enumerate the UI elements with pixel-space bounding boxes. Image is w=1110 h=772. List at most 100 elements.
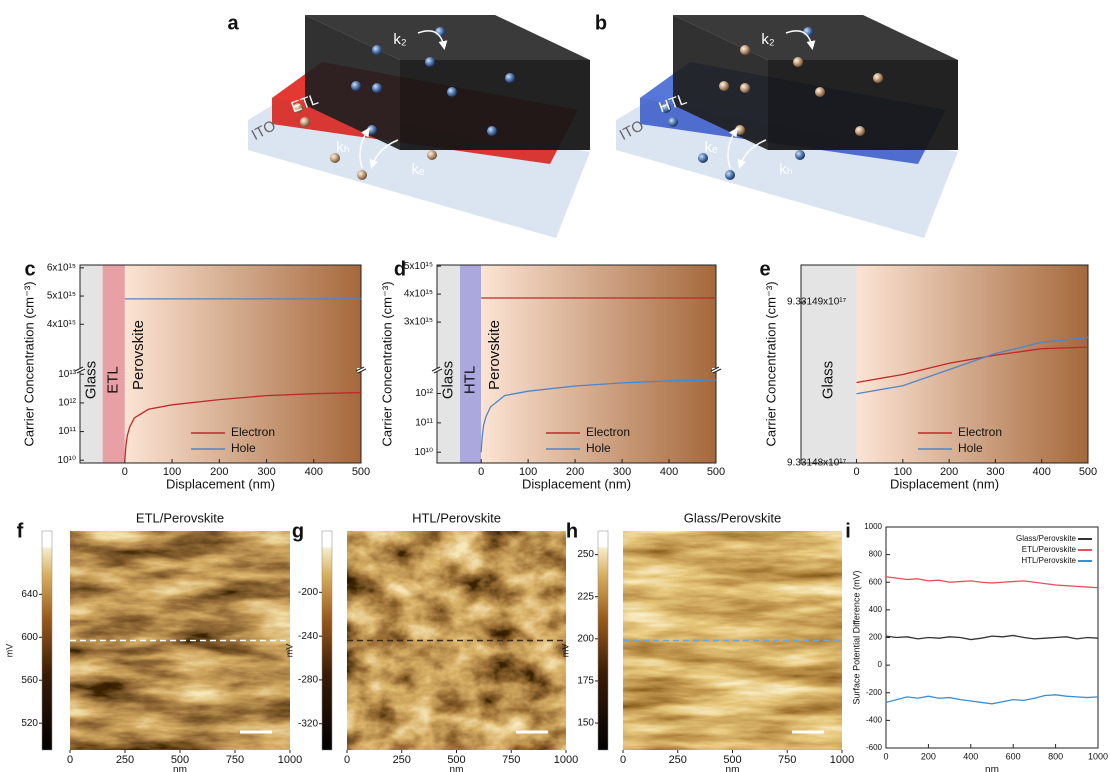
x-tick-label: 250 bbox=[669, 754, 687, 766]
panel-label: b bbox=[595, 12, 607, 34]
y-tick-label: 10¹¹ bbox=[58, 426, 76, 437]
x-tick-label: 0 bbox=[67, 754, 73, 766]
x-tick-label: 400 bbox=[305, 466, 323, 478]
x-tick-label: 250 bbox=[116, 754, 134, 766]
legend-label: Hole bbox=[586, 441, 611, 455]
x-tick-label: 0 bbox=[122, 466, 128, 478]
colorbar-tick-label: 560 bbox=[21, 675, 38, 686]
colorbar-label: mV bbox=[560, 644, 570, 658]
rate-label: kₑ bbox=[704, 139, 718, 156]
panel-label: f bbox=[17, 520, 24, 542]
image-title: ETL/Perovskite bbox=[136, 510, 224, 525]
perovskite-front bbox=[768, 60, 958, 150]
x-axis-label: Displacement (nm) bbox=[890, 476, 999, 491]
legend-label: Electron bbox=[958, 425, 1002, 439]
y-tick-label: 3x10¹⁵ bbox=[404, 317, 433, 328]
y-tick-label: 800 bbox=[869, 550, 883, 559]
y-tick-label: 9.33148x10¹⁷ bbox=[787, 458, 847, 469]
region-label: ETL bbox=[105, 366, 122, 394]
y-tick-label: 10¹² bbox=[415, 388, 433, 399]
region-label: Perovskite bbox=[130, 320, 147, 390]
rate-label: kₕ bbox=[336, 139, 350, 156]
colorbar-tick-label: 600 bbox=[21, 632, 38, 643]
x-axis-label: Displacement (nm) bbox=[166, 476, 275, 491]
x-tick-label: 750 bbox=[778, 754, 796, 766]
y-tick-label: 4x10¹⁵ bbox=[404, 289, 433, 300]
legend-label: ETL/Perovskite bbox=[1022, 545, 1077, 554]
region-label: Perovskite bbox=[486, 320, 503, 390]
y-tick-label: 400 bbox=[869, 605, 883, 614]
y-tick-label: 0 bbox=[878, 660, 883, 669]
rate-label: k₂ bbox=[761, 31, 775, 48]
y-axis-label: Carrier Concentration (cm⁻³) bbox=[379, 281, 394, 446]
x-axis-label: nm bbox=[985, 765, 999, 772]
legend-label: Electron bbox=[586, 425, 630, 439]
legend-label: HTL/Perovskite bbox=[1021, 556, 1076, 565]
region bbox=[103, 265, 125, 463]
image-title: HTL/Perovskite bbox=[412, 510, 501, 525]
x-axis-label: nm bbox=[173, 765, 187, 772]
panel-label: c bbox=[24, 258, 35, 280]
x-tick-label: 500 bbox=[707, 466, 725, 478]
legend-label: Electron bbox=[231, 425, 275, 439]
chart-f: ETL/Perovskite02505007501000nm5205606006… bbox=[4, 510, 302, 772]
colorbar-tick-label: -240 bbox=[298, 631, 318, 642]
colorbar-tick-label: 640 bbox=[21, 589, 38, 600]
legend-label: Hole bbox=[958, 441, 983, 455]
series-line bbox=[886, 577, 1098, 588]
y-tick-label: 10¹¹ bbox=[415, 418, 433, 429]
x-tick-label: 750 bbox=[502, 754, 520, 766]
y-tick-label: 10¹² bbox=[58, 398, 76, 409]
y-axis-label: Carrier Concentration (cm⁻³) bbox=[21, 281, 36, 446]
panel-label: h bbox=[566, 520, 578, 542]
x-tick-label: 0 bbox=[853, 466, 859, 478]
x-axis-label: nm bbox=[726, 765, 740, 772]
y-tick-label: 10¹⁰ bbox=[415, 447, 433, 458]
region-label: HTL bbox=[462, 366, 479, 394]
x-tick-label: 750 bbox=[226, 754, 244, 766]
image-title: Glass/Perovskite bbox=[684, 510, 782, 525]
colorbar-label: mV bbox=[4, 644, 14, 658]
y-tick-label: -400 bbox=[866, 715, 883, 724]
region-label: Glass bbox=[82, 361, 99, 399]
y-tick-label: -600 bbox=[866, 743, 883, 752]
x-tick-label: 200 bbox=[921, 751, 936, 761]
region-label: Glass bbox=[439, 361, 456, 399]
y-tick-label: 10¹³ bbox=[58, 369, 76, 380]
x-tick-label: 1000 bbox=[830, 754, 854, 766]
y-tick-label: 6x10¹⁵ bbox=[47, 262, 76, 273]
x-tick-label: 0 bbox=[883, 751, 888, 761]
x-axis-label: nm bbox=[450, 765, 464, 772]
x-tick-label: 250 bbox=[393, 754, 411, 766]
x-tick-label: 0 bbox=[344, 754, 350, 766]
x-tick-label: 1000 bbox=[1088, 751, 1108, 761]
colorbar bbox=[42, 531, 52, 750]
colorbar-tick-label: -320 bbox=[298, 718, 318, 729]
rate-label: kₑ bbox=[411, 161, 425, 178]
schematic-a: a ITO ETL k₂ kₕ kₑ bbox=[227, 12, 590, 238]
x-tick-label: 400 bbox=[660, 466, 678, 478]
y-axis-label: Carrier Concentration (cm⁻³) bbox=[763, 281, 778, 446]
schematic-b: b ITO HTL k₂ kₑ kₕ bbox=[595, 12, 958, 238]
colorbar-tick-label: -200 bbox=[298, 587, 318, 598]
panel-label: i bbox=[845, 520, 851, 542]
x-tick-label: 0 bbox=[478, 466, 484, 478]
panel-label: d bbox=[394, 258, 406, 280]
panel-label: a bbox=[227, 12, 239, 34]
y-tick-label: 4x10¹⁵ bbox=[47, 319, 76, 330]
chart-g: HTL/Perovskite02505007501000nm-320-280-2… bbox=[284, 510, 578, 772]
colorbar-tick-label: -280 bbox=[298, 675, 318, 686]
colorbar-tick-label: 150 bbox=[577, 718, 594, 729]
y-axis-label: Surface Potential Difference (mV) bbox=[851, 571, 861, 705]
y-tick-label: 200 bbox=[869, 633, 883, 642]
colorbar bbox=[598, 531, 608, 750]
series-line bbox=[886, 695, 1098, 704]
rate-label: kₕ bbox=[779, 161, 793, 178]
y-tick-label: 10¹⁰ bbox=[58, 455, 76, 466]
x-axis-label: Displacement (nm) bbox=[522, 476, 631, 491]
y-tick-label: 5x10¹⁵ bbox=[47, 291, 76, 302]
x-tick-label: 0 bbox=[620, 754, 626, 766]
